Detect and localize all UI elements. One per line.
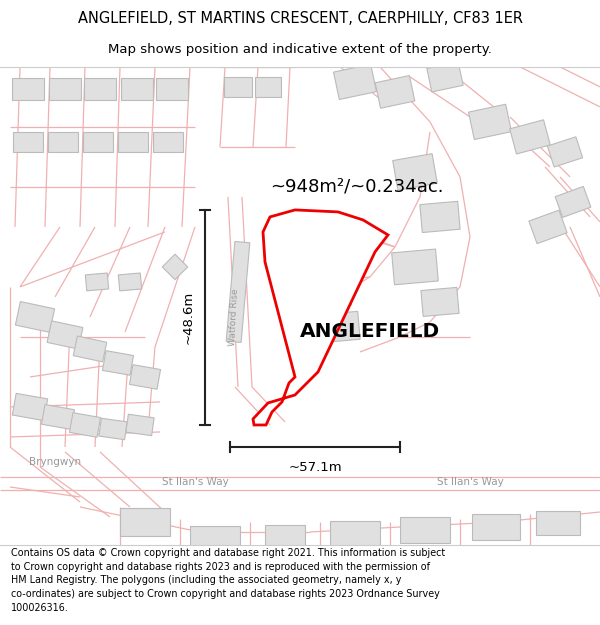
Polygon shape — [73, 336, 107, 362]
Polygon shape — [224, 77, 252, 97]
Polygon shape — [13, 132, 43, 152]
Polygon shape — [99, 418, 127, 440]
Polygon shape — [13, 393, 47, 421]
Polygon shape — [118, 273, 142, 291]
Polygon shape — [255, 77, 281, 97]
Polygon shape — [103, 351, 134, 375]
Polygon shape — [392, 154, 437, 190]
Polygon shape — [120, 508, 170, 536]
Polygon shape — [529, 210, 567, 244]
Polygon shape — [320, 222, 370, 261]
Polygon shape — [320, 311, 360, 342]
Text: ~57.1m: ~57.1m — [288, 461, 342, 474]
Polygon shape — [85, 273, 109, 291]
Polygon shape — [118, 132, 148, 152]
Polygon shape — [547, 137, 583, 167]
Polygon shape — [309, 275, 351, 309]
Polygon shape — [265, 525, 305, 549]
Text: Bryngwyn: Bryngwyn — [29, 457, 81, 467]
Polygon shape — [427, 62, 463, 92]
Text: Map shows position and indicative extent of the property.: Map shows position and indicative extent… — [108, 43, 492, 56]
Polygon shape — [555, 186, 591, 218]
Polygon shape — [153, 132, 183, 152]
Polygon shape — [162, 254, 188, 279]
Text: ANGLEFIELD, ST MARTINS CRESCENT, CAERPHILLY, CF83 1ER: ANGLEFIELD, ST MARTINS CRESCENT, CAERPHI… — [77, 11, 523, 26]
Polygon shape — [421, 288, 459, 316]
Polygon shape — [47, 321, 83, 349]
Text: ~948m²/~0.234ac.: ~948m²/~0.234ac. — [270, 178, 443, 196]
Text: Watford Rise: Watford Rise — [228, 288, 240, 346]
Polygon shape — [472, 514, 520, 540]
Polygon shape — [16, 301, 55, 332]
Polygon shape — [84, 78, 116, 100]
Polygon shape — [156, 78, 188, 100]
Polygon shape — [83, 132, 113, 152]
Polygon shape — [130, 364, 161, 389]
Polygon shape — [12, 78, 44, 100]
Polygon shape — [190, 526, 240, 552]
Polygon shape — [536, 511, 580, 535]
Polygon shape — [121, 78, 153, 100]
Polygon shape — [400, 517, 450, 543]
Polygon shape — [226, 241, 250, 342]
Polygon shape — [48, 132, 78, 152]
Polygon shape — [70, 412, 101, 437]
Polygon shape — [375, 76, 415, 108]
Polygon shape — [253, 210, 388, 425]
Text: St Ilan's Way: St Ilan's Way — [437, 477, 503, 487]
Polygon shape — [510, 120, 550, 154]
Polygon shape — [126, 414, 154, 436]
Polygon shape — [49, 78, 81, 100]
Text: St Ilan's Way: St Ilan's Way — [161, 477, 229, 487]
Polygon shape — [392, 249, 439, 285]
Polygon shape — [420, 201, 460, 232]
Polygon shape — [330, 521, 380, 547]
Text: ANGLEFIELD: ANGLEFIELD — [300, 322, 440, 341]
Polygon shape — [469, 104, 511, 139]
Text: Contains OS data © Crown copyright and database right 2021. This information is : Contains OS data © Crown copyright and d… — [11, 548, 445, 612]
Polygon shape — [334, 64, 376, 99]
Text: ~48.6m: ~48.6m — [182, 291, 195, 344]
Polygon shape — [41, 404, 74, 429]
